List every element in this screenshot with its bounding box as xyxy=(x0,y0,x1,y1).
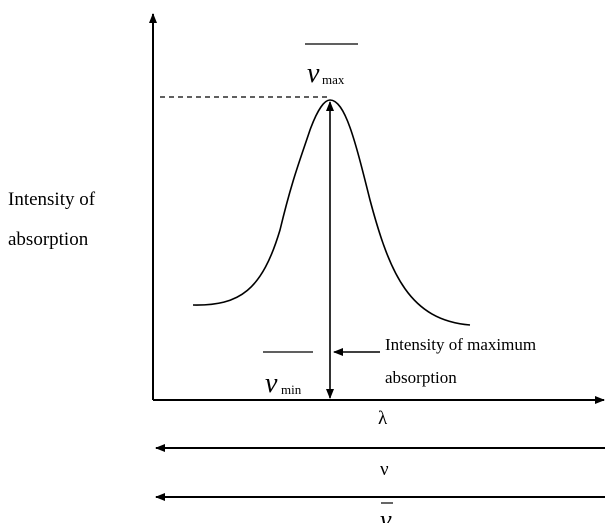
y-axis-label: Intensity of xyxy=(8,189,96,210)
annotation: absorption xyxy=(385,368,457,387)
min-symbol: ν xyxy=(265,368,278,399)
x-label-nu: ν xyxy=(380,459,389,480)
y-axis-label: absorption xyxy=(8,229,89,250)
peak-symbol: ν xyxy=(307,58,320,89)
absorption-curve xyxy=(192,99,471,326)
x-label-lambda: λ xyxy=(378,408,388,429)
x-label-wavenumber: ν xyxy=(380,505,392,523)
annotation: Intensity of maximum xyxy=(385,335,536,354)
peak-subscript: max xyxy=(322,72,345,87)
min-subscript: min xyxy=(281,382,302,397)
